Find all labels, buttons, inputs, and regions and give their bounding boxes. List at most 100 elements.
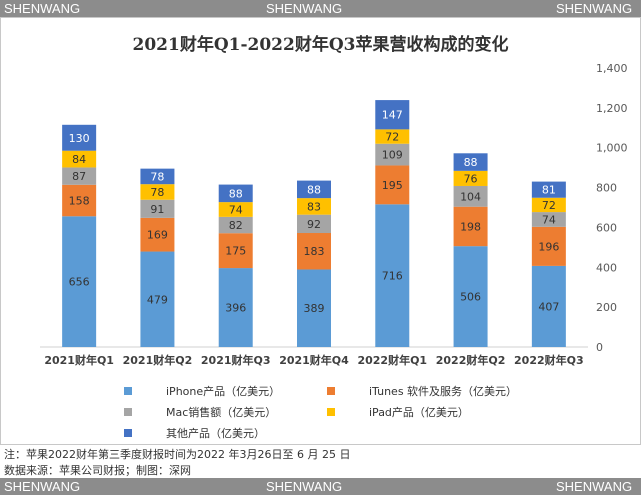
data-label: 198 [460, 220, 481, 233]
data-label: 716 [382, 270, 403, 283]
data-label: 92 [307, 218, 321, 231]
y-tick-label: 600 [596, 221, 617, 234]
data-label: 78 [150, 186, 164, 199]
y-tick-label: 1,200 [596, 102, 628, 115]
legend-item: iPad产品（亿美元） [327, 404, 469, 420]
bar-segment [375, 100, 410, 130]
legend-item: iPhone产品（亿美元） [124, 383, 280, 399]
data-label: 74 [542, 213, 556, 226]
watermark-text: SHENWANG [266, 479, 343, 494]
bar-segment [453, 170, 488, 186]
bar-segment [531, 181, 566, 198]
bar-segment [531, 265, 566, 347]
x-tick-label: 2022财年Q1 [357, 353, 427, 367]
data-label: 196 [538, 240, 559, 253]
legend-item: iTunes 软件及服务（亿美元） [327, 383, 517, 399]
bar-segment [140, 168, 175, 185]
data-label: 407 [538, 300, 559, 313]
legend-swatch [124, 429, 132, 437]
data-label: 76 [464, 172, 478, 185]
x-tick-label: 2021财年Q4 [279, 353, 349, 367]
data-label: 84 [72, 153, 86, 166]
data-label: 130 [69, 132, 90, 145]
legend-label: iPad产品（亿美元） [369, 406, 469, 419]
data-label: 88 [229, 187, 243, 200]
legend-label: iPhone产品（亿美元） [166, 385, 281, 398]
y-tick-label: 0 [596, 341, 603, 354]
bar-segment [453, 206, 488, 247]
legend-swatch [327, 387, 335, 395]
legend-swatch [124, 408, 132, 416]
data-label: 389 [304, 302, 325, 315]
data-label: 183 [304, 245, 325, 258]
bar-segment [218, 202, 253, 217]
y-tick-label: 1,400 [596, 62, 628, 75]
data-label: 195 [382, 179, 403, 192]
data-label: 506 [460, 291, 481, 304]
footnote: 注：苹果2022财年第三季度财报时间为2022 年3月26日至 6 月 25 日 [4, 448, 351, 461]
bar-segment [453, 185, 488, 207]
data-label: 396 [225, 302, 246, 315]
legend-label: Mac销售额（亿美元） [166, 406, 277, 419]
bar-segment [375, 129, 410, 144]
data-label: 87 [72, 170, 86, 183]
bar-segment [297, 198, 331, 215]
bar-segment [62, 216, 97, 347]
watermark-text: SHENWANG [556, 1, 633, 16]
watermark-text: SHENWANG [4, 479, 81, 494]
y-tick-label: 400 [596, 261, 617, 274]
watermark-text: SHENWANG [266, 1, 343, 16]
bar-segment [218, 268, 253, 347]
data-label: 91 [150, 203, 164, 216]
x-tick-label: 2022财年Q3 [514, 353, 584, 367]
data-label: 169 [147, 229, 168, 242]
data-label: 104 [460, 190, 481, 203]
legend-item: 其他产品（亿美元） [124, 425, 265, 441]
data-label: 78 [150, 170, 164, 183]
watermark-text: SHENWANG [556, 479, 633, 494]
data-source: 数据来源：苹果公司财报；制图：深网 [4, 464, 191, 477]
legend-swatch [124, 387, 132, 395]
data-label: 81 [542, 184, 556, 197]
watermark-band-bottom: SHENWANG SHENWANG SHENWANG [0, 478, 641, 495]
legend-label: iTunes 软件及服务（亿美元） [369, 385, 518, 398]
bar-segment [62, 184, 97, 217]
data-label: 74 [229, 203, 243, 216]
bar-segment [140, 184, 175, 200]
watermark-text: SHENWANG [4, 1, 81, 16]
bar-segment [140, 217, 175, 252]
bar-segment [531, 197, 566, 213]
bar-segment [453, 153, 488, 171]
data-label: 72 [542, 199, 556, 212]
bar-segment [375, 143, 410, 166]
data-label: 656 [69, 276, 90, 289]
data-label: 88 [307, 183, 321, 196]
legend-label: 其他产品（亿美元） [166, 427, 265, 440]
legend-item: Mac销售额（亿美元） [124, 404, 276, 420]
legend-swatch [327, 408, 335, 416]
y-tick-label: 1,000 [596, 142, 628, 155]
bar-segment [62, 124, 97, 151]
chart-title: 2021财年Q1-2022财年Q3苹果营收构成的变化 [132, 35, 509, 55]
data-label: 83 [307, 200, 321, 213]
data-label: 82 [229, 219, 243, 232]
bar-segment [297, 233, 331, 270]
bar-segment [297, 214, 331, 234]
data-label: 147 [382, 109, 403, 122]
bar-segment [62, 150, 97, 168]
y-tick-label: 800 [596, 182, 617, 195]
watermark-band-top: SHENWANG SHENWANG SHENWANG [0, 0, 641, 17]
bar-segment [140, 251, 175, 347]
data-label: 88 [464, 156, 478, 169]
x-tick-label: 2021财年Q3 [201, 353, 271, 367]
data-label: 109 [382, 149, 403, 162]
y-tick-label: 200 [596, 301, 617, 314]
bar-segment [62, 167, 97, 185]
x-tick-label: 2021财年Q1 [44, 353, 114, 367]
x-tick-label: 2022财年Q2 [436, 353, 506, 367]
bar-segment [375, 165, 410, 205]
bar-segment [453, 246, 488, 347]
data-label: 158 [69, 195, 90, 208]
bar-segment [140, 199, 175, 218]
